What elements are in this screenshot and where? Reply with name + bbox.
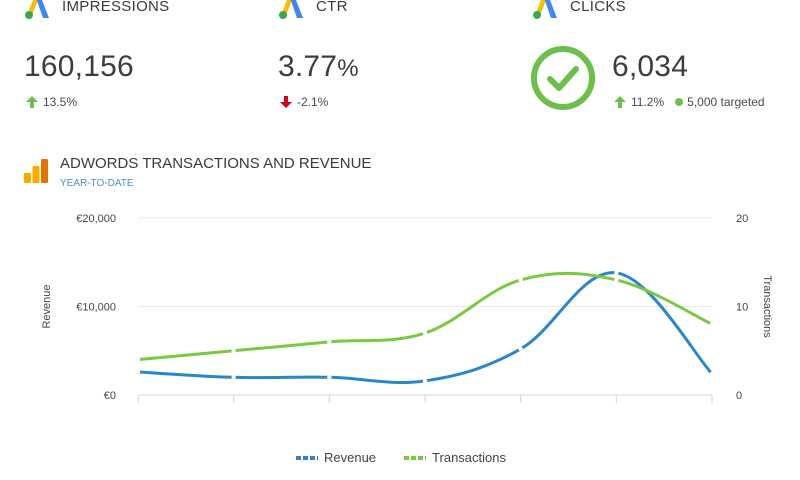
arrow-up-icon	[26, 96, 38, 108]
kpi-label: CLICKS	[570, 0, 626, 15]
data-point-revenue	[327, 375, 332, 380]
legend-swatch-revenue	[296, 455, 318, 460]
data-point-revenue	[518, 346, 523, 352]
arrow-down-icon	[280, 96, 292, 108]
chart-legend: Revenue Transactions	[296, 450, 506, 465]
section-title: ADWORDS TRANSACTIONS AND REVENUE	[60, 155, 372, 172]
data-point-revenue	[709, 371, 715, 376]
kpi-value: 3.77%	[278, 50, 359, 83]
target-dot-icon	[675, 98, 684, 106]
data-point-transactions	[327, 339, 332, 345]
legend-item-transactions[interactable]: Transactions	[404, 450, 506, 465]
data-point-revenue	[135, 369, 141, 375]
data-point-transactions	[135, 357, 141, 362]
data-point-transactions	[231, 348, 236, 353]
google-ads-icon	[533, 0, 557, 19]
target-indicator: 5,000 targeted	[675, 95, 765, 109]
legend-item-revenue[interactable]: Revenue	[296, 450, 376, 465]
y2-axis-label: Transactions	[761, 275, 773, 338]
google-analytics-icon	[24, 159, 48, 183]
y2-tick-label: 0	[736, 390, 742, 402]
arrow-up-icon	[614, 96, 626, 108]
data-point-revenue	[422, 378, 428, 384]
kpi-label: CTR	[316, 0, 348, 15]
data-point-transactions	[422, 330, 428, 336]
data-point-transactions	[518, 277, 523, 283]
google-ads-icon	[25, 0, 49, 19]
kpi-value: 160,156	[24, 50, 134, 83]
y-tick-label: €10,000	[76, 302, 116, 314]
kpi-change: 11.2% 5,000 targeted	[614, 95, 765, 109]
series-line-revenue	[136, 271, 714, 384]
y2-tick-label: 10	[736, 302, 748, 314]
section-subtitle: YEAR-TO-DATE	[60, 178, 134, 189]
google-ads-icon	[279, 0, 303, 19]
kpi-value: 6,034	[612, 50, 689, 83]
kpi-label: IMPRESSIONS	[62, 0, 170, 15]
kpi-change: -2.1%	[280, 95, 328, 109]
data-point-transactions	[709, 322, 715, 327]
y-axis-label: Revenue	[41, 284, 53, 328]
legend-swatch-transactions	[404, 455, 427, 460]
series-line-transactions	[136, 271, 714, 362]
y2-tick-label: 20	[736, 213, 748, 225]
data-point-revenue	[231, 375, 236, 380]
data-point-transactions	[614, 277, 619, 283]
check-circle-icon	[531, 46, 595, 110]
y-tick-label: €20,000	[76, 213, 116, 225]
data-point-revenue	[614, 270, 619, 276]
transactions-revenue-chart: €0 0 €10,000 10 €20,000 20 Revenue Transactions	[41, 213, 773, 403]
y-tick-label: €0	[104, 390, 116, 402]
kpi-change: 13.5%	[26, 95, 77, 109]
